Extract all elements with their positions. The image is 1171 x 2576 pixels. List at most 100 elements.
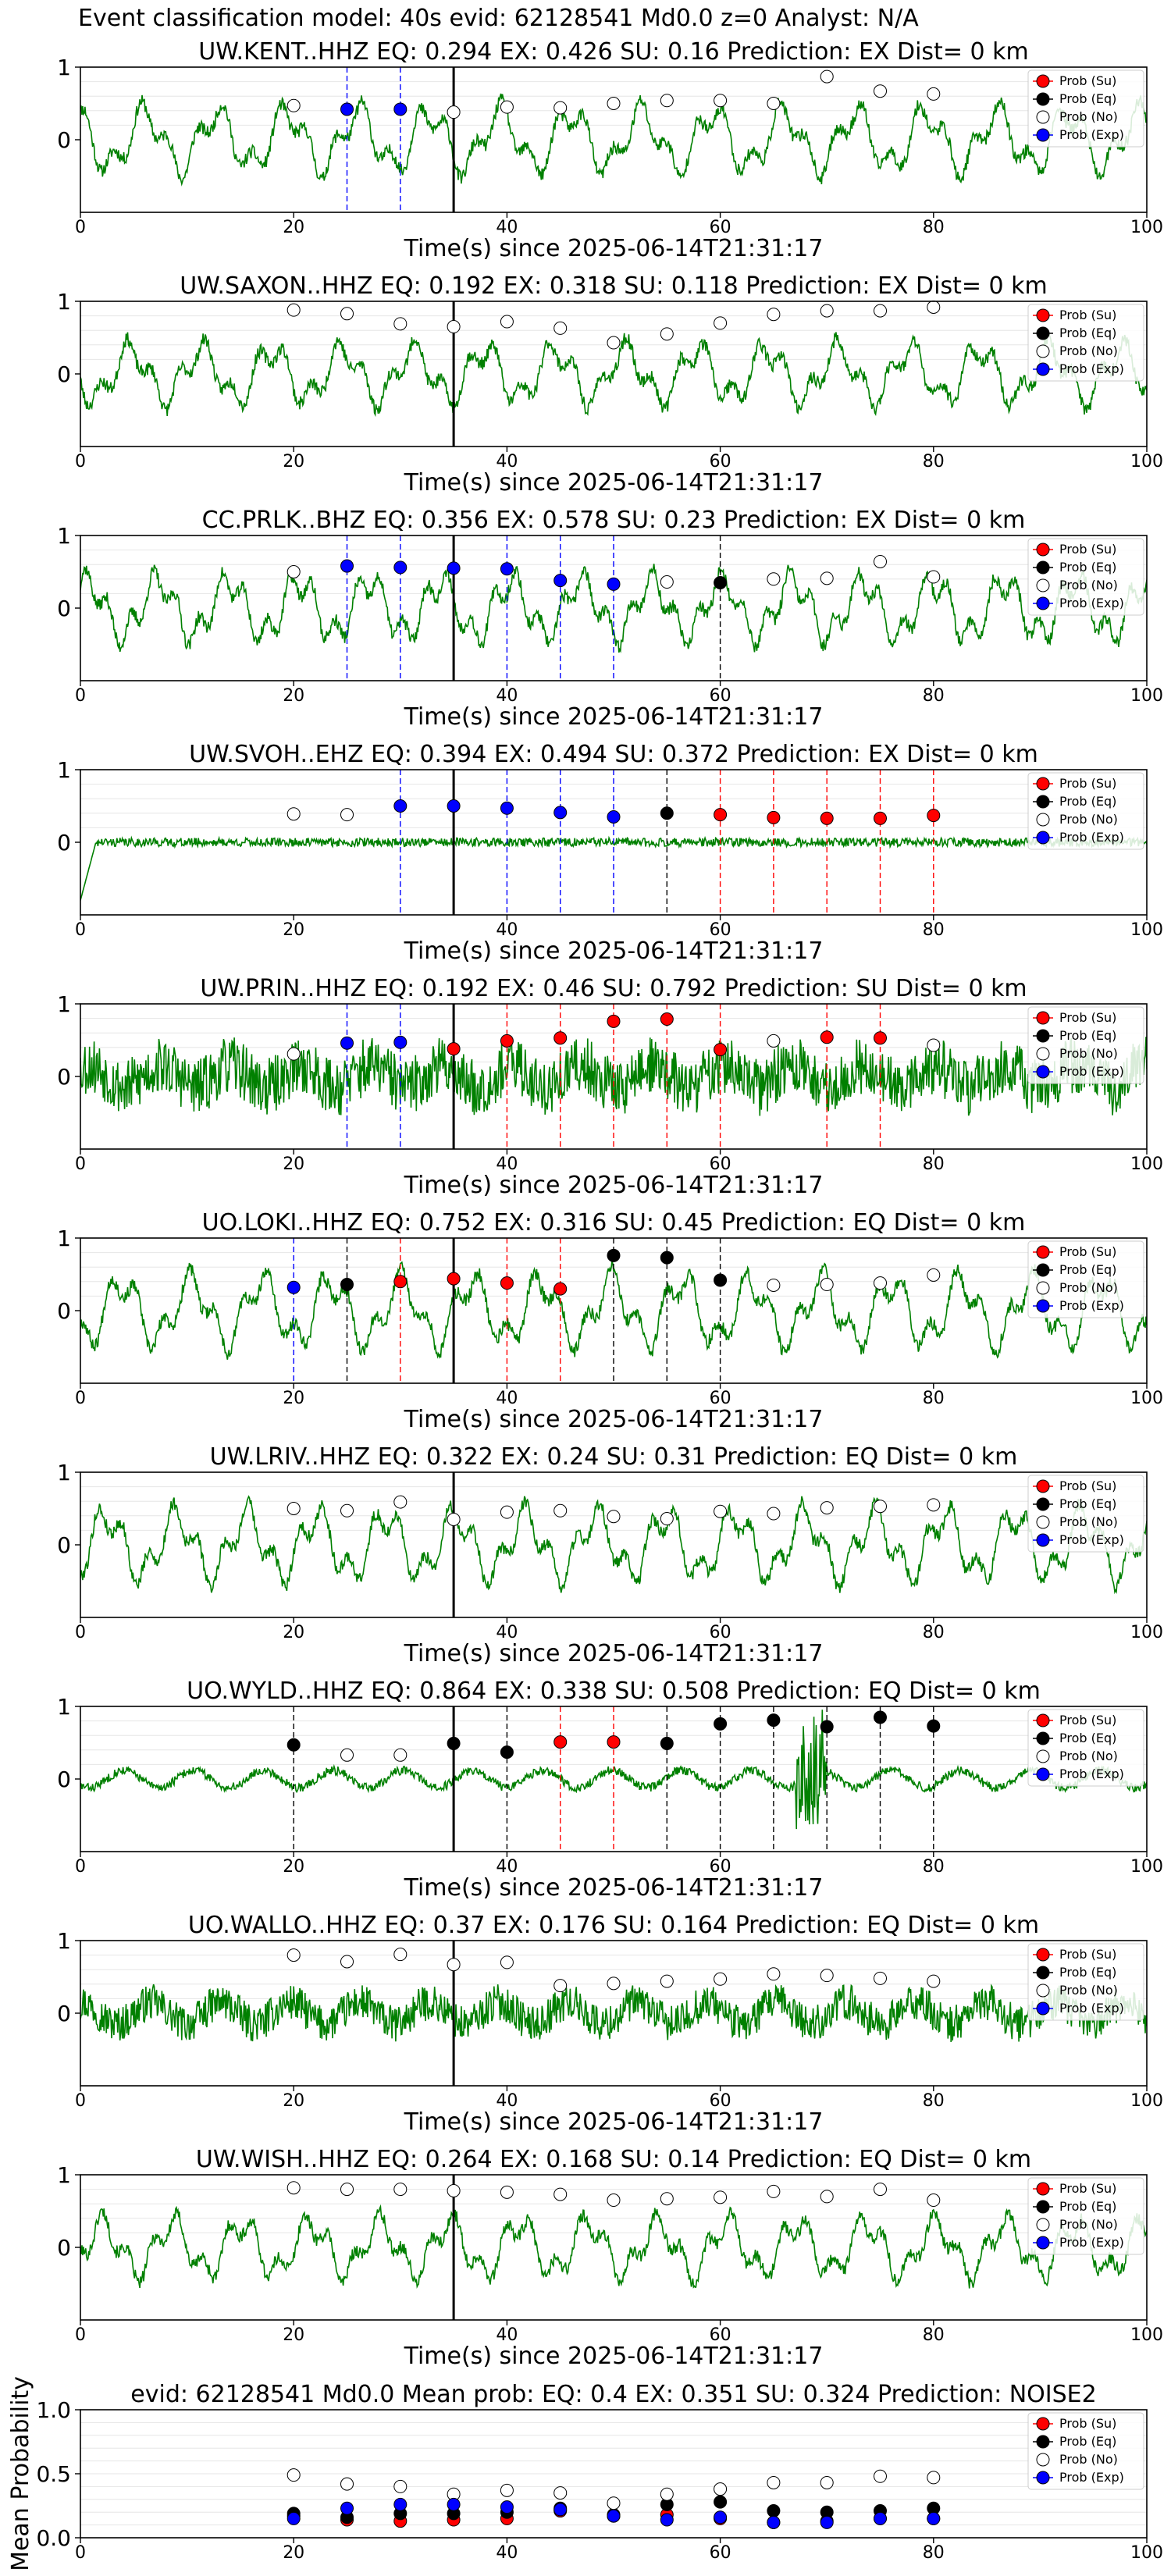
- legend-marker-no: [1036, 2218, 1050, 2232]
- legend-box: [1027, 1240, 1144, 1318]
- mean-probability-marker: [607, 2509, 621, 2523]
- probability-marker: [767, 308, 781, 322]
- x-tick-label: 0: [75, 1857, 86, 1877]
- x-tick-label: 100: [1130, 1857, 1163, 1877]
- x-tick-label: 40: [496, 218, 518, 237]
- probability-marker: [287, 1948, 301, 1962]
- probability-marker: [660, 1251, 674, 1265]
- probability-marker: [287, 2181, 301, 2195]
- legend-marker-no: [1036, 1515, 1050, 1529]
- legend-marker-su: [1036, 1948, 1050, 1962]
- mean-probability-marker: [767, 2475, 781, 2489]
- probability-marker: [820, 1720, 834, 1734]
- x-tick-label: 100: [1130, 1623, 1163, 1642]
- legend-marker-exp: [1036, 128, 1050, 142]
- chart-title: CC.PRLK..BHZ EQ: 0.356 EX: 0.578 SU: 0.2…: [202, 507, 1026, 534]
- x-tick-label: 40: [496, 2091, 518, 2111]
- probability-marker: [874, 811, 887, 825]
- y-tick-label: 0: [57, 596, 71, 621]
- legend-marker-no: [1036, 1984, 1050, 1998]
- x-axis-label: Time(s) since 2025-06-14T21:31:17: [404, 1640, 824, 1667]
- mean-probability-marker: [660, 2487, 674, 2501]
- legend-marker-eq: [1036, 1029, 1050, 1043]
- chart-title: UW.SAXON..HHZ EQ: 0.192 EX: 0.318 SU: 0.…: [180, 272, 1048, 300]
- x-tick-label: 0: [75, 1389, 86, 1408]
- legend-marker-su: [1036, 777, 1050, 791]
- mean-probability-marker: [287, 2468, 301, 2482]
- probability-marker: [874, 1031, 887, 1045]
- legend-marker-eq: [1036, 1731, 1050, 1745]
- legend-marker-eq: [1036, 2435, 1050, 2449]
- mean-probability-marker: [500, 2483, 514, 2497]
- probability-marker: [447, 1512, 461, 1526]
- legend-label: Prob (No): [1059, 1046, 1118, 1061]
- chart-title: UO.LOKI..HHZ EQ: 0.752 EX: 0.316 SU: 0.4…: [202, 1209, 1026, 1236]
- legend-marker-no: [1036, 2453, 1050, 2467]
- probability-marker: [714, 1273, 728, 1287]
- y-tick-label: 1: [57, 1928, 71, 1954]
- x-tick-label: 60: [710, 1857, 731, 1877]
- x-tick-label: 80: [923, 2091, 945, 2111]
- mean-probability-marker: [714, 2482, 728, 2496]
- probability-marker: [393, 1948, 408, 1962]
- x-tick-label: 80: [923, 1857, 945, 1877]
- legend-label: Prob (Exp): [1059, 1532, 1124, 1547]
- x-tick-label: 60: [710, 2543, 731, 2563]
- waveform-trace: [80, 1261, 1147, 1360]
- probability-marker: [393, 1275, 408, 1289]
- legend-label: Prob (Exp): [1059, 596, 1124, 610]
- legend-label: Prob (Exp): [1059, 2001, 1124, 2016]
- legend-box: [1027, 772, 1144, 850]
- mean-probability-marker: [393, 2497, 408, 2511]
- y-tick-label: 0: [57, 2001, 71, 2026]
- station-chart: UW.KENT..HHZ EQ: 0.294 EX: 0.426 SU: 0.1…: [57, 38, 1163, 262]
- x-tick-label: 0: [75, 452, 86, 471]
- probability-marker: [820, 1501, 834, 1515]
- mean-probability-marker: [874, 2511, 887, 2525]
- legend-marker-su: [1036, 2417, 1050, 2431]
- probability-marker: [553, 574, 568, 588]
- probability-marker: [553, 1735, 568, 1749]
- probability-marker: [927, 87, 941, 101]
- legend-box: [1027, 304, 1144, 382]
- legend-label: Prob (Exp): [1059, 361, 1124, 376]
- y-tick-label: 1: [57, 523, 71, 549]
- x-tick-label: 100: [1130, 2325, 1163, 2345]
- probability-marker: [553, 1503, 568, 1517]
- mean-probability-marker: [820, 2475, 834, 2489]
- y-tick-label: 1: [57, 1694, 71, 1720]
- mean-probability-marker: [607, 2496, 621, 2510]
- legend-marker-eq: [1036, 560, 1050, 575]
- legend-marker-no: [1036, 110, 1050, 124]
- probability-marker: [607, 97, 621, 110]
- x-tick-label: 0: [75, 1155, 86, 1174]
- legend-label: Prob (Su): [1059, 1010, 1116, 1025]
- station-chart: UW.SVOH..EHZ EQ: 0.394 EX: 0.494 SU: 0.3…: [57, 741, 1163, 965]
- legend-label: Prob (No): [1059, 2452, 1118, 2467]
- probability-marker: [767, 2184, 781, 2198]
- probability-marker: [447, 799, 461, 813]
- x-tick-label: 20: [283, 2091, 304, 2111]
- probability-marker: [927, 570, 941, 584]
- station-chart: UO.WALLO..HHZ EQ: 0.37 EX: 0.176 SU: 0.1…: [57, 1912, 1163, 2136]
- probability-marker: [340, 1748, 354, 1762]
- x-tick-label: 40: [496, 686, 518, 706]
- x-tick-label: 60: [710, 2091, 731, 2111]
- probability-marker: [393, 1748, 408, 1762]
- x-tick-label: 80: [923, 218, 945, 237]
- probability-marker: [767, 1967, 781, 1981]
- mean-probability-marker: [287, 2511, 301, 2525]
- x-tick-label: 100: [1130, 920, 1163, 940]
- y-tick-label: 1: [57, 55, 71, 80]
- mean-probability-marker: [500, 2500, 514, 2514]
- probability-marker: [714, 1043, 728, 1057]
- x-tick-label: 60: [710, 1389, 731, 1408]
- probability-marker: [820, 571, 834, 585]
- x-tick-label: 80: [923, 2543, 945, 2563]
- station-chart: UW.PRIN..HHZ EQ: 0.192 EX: 0.46 SU: 0.79…: [57, 975, 1163, 1199]
- legend-marker-su: [1036, 1011, 1050, 1025]
- x-tick-label: 20: [283, 2543, 304, 2563]
- legend-label: Prob (Eq): [1059, 1262, 1116, 1277]
- probability-marker: [607, 809, 621, 824]
- station-chart: CC.PRLK..BHZ EQ: 0.356 EX: 0.578 SU: 0.2…: [57, 507, 1163, 731]
